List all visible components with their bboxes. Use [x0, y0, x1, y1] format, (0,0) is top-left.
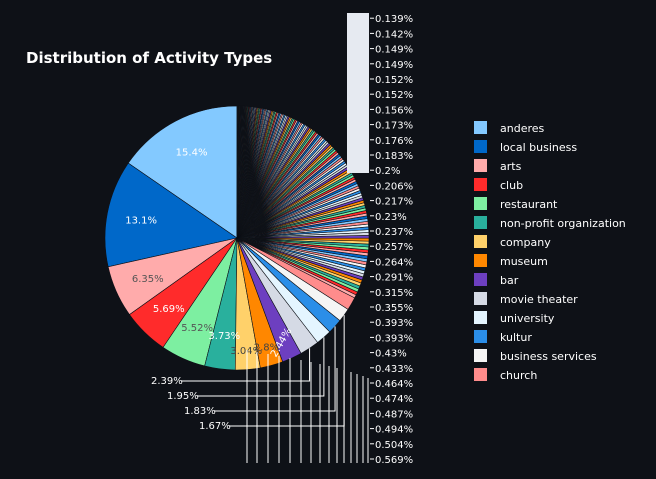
slice-label: 0.569%: [375, 455, 413, 466]
slice-label: 0.433%: [375, 364, 413, 375]
legend-item[interactable]: company: [474, 235, 551, 249]
legend-swatch: [474, 292, 487, 305]
legend-swatch: [474, 197, 487, 210]
slice-label: 0.23%: [375, 212, 407, 223]
slice-label: 0.474%: [375, 394, 413, 405]
legend-swatch: [474, 121, 487, 134]
slice-label: 0.257%: [375, 242, 413, 253]
legend-label: anderes: [500, 122, 545, 135]
slice-label: 0.139%: [375, 14, 413, 25]
slice-label: 0.149%: [375, 60, 413, 71]
legend-item[interactable]: kultur: [474, 330, 532, 344]
slice-label: 0.149%: [375, 45, 413, 56]
slice-label: 2.8%: [254, 342, 279, 353]
legend-swatch: [474, 368, 487, 381]
slice-label: 3.73%: [208, 331, 240, 342]
legend-swatch: [474, 235, 487, 248]
slice-label: 5.52%: [181, 323, 213, 334]
legend-label: company: [500, 236, 551, 249]
legend-swatch: [474, 159, 487, 172]
legend-label: restaurant: [500, 198, 558, 211]
legend-label: museum: [500, 255, 548, 268]
legend-swatch: [474, 178, 487, 191]
pie-slice[interactable]: [104, 162, 238, 268]
legend-swatch: [474, 140, 487, 153]
leader-line: [214, 326, 336, 412]
outside-labels: 2.39% 1.95% 1.83% 1.67% 0.569% 0.504% 0.494% 0.…: [151, 14, 413, 466]
legend-item[interactable]: university: [474, 311, 555, 325]
slice-label: 0.237%: [375, 227, 413, 238]
slice-label: 2.39%: [151, 376, 183, 387]
legend-swatch: [474, 273, 487, 286]
slice-label: 0.43%: [375, 349, 407, 360]
legend-swatch: [474, 254, 487, 267]
leader-lines: [181, 13, 374, 463]
slice-label: 13.1%: [125, 215, 157, 226]
slice-label: 0.393%: [375, 318, 413, 329]
legend-swatch: [474, 349, 487, 362]
legend-swatch: [474, 311, 487, 324]
leader-line: [197, 337, 325, 397]
slice-label: 6.35%: [132, 274, 164, 285]
slice-label: 0.393%: [375, 333, 413, 344]
slice-label: 5.69%: [153, 304, 185, 315]
slice-label: 0.173%: [375, 121, 413, 132]
legend-label: local business: [500, 141, 577, 154]
legend-item[interactable]: restaurant: [474, 197, 558, 211]
slice-label: 0.355%: [375, 303, 413, 314]
slice-label: 0.183%: [375, 151, 413, 162]
legend-item[interactable]: church: [474, 368, 537, 382]
pie-slice[interactable]: [127, 105, 238, 239]
slice-label: 0.217%: [375, 197, 413, 208]
legend-label: non-profit organization: [500, 217, 626, 230]
legend-swatch: [474, 330, 487, 343]
legend-label: business services: [500, 350, 597, 363]
slice-label: 0.152%: [375, 75, 413, 86]
slice-label: 15.4%: [176, 148, 208, 159]
slice-label: 0.487%: [375, 409, 413, 420]
slice-label: 3.04%: [230, 346, 262, 357]
slice-label: 0.264%: [375, 257, 413, 268]
legend-item[interactable]: museum: [474, 254, 548, 268]
legend-item[interactable]: non-profit organization: [474, 216, 626, 230]
legend-label: movie theater: [500, 293, 578, 306]
legend-item[interactable]: local business: [474, 140, 577, 154]
leader-line-bundle: [347, 13, 369, 173]
slice-label: 0.176%: [375, 136, 413, 147]
slice-label: 0.291%: [375, 273, 413, 284]
legend-label: university: [500, 312, 555, 325]
slice-label: 0.315%: [375, 288, 413, 299]
legend-item[interactable]: bar: [474, 273, 519, 287]
slice-label: 1.95%: [167, 391, 199, 402]
legend-label: club: [500, 179, 523, 192]
legend-label: bar: [500, 274, 519, 287]
slice-label: 0.156%: [375, 105, 413, 116]
legend-label: church: [500, 369, 537, 382]
slice-label: 0.152%: [375, 90, 413, 101]
slice-label: 0.504%: [375, 440, 413, 451]
legend-label: arts: [500, 160, 522, 173]
leader-line: [181, 348, 311, 382]
pie-slices: [104, 105, 370, 371]
slice-label: 1.67%: [199, 421, 231, 432]
legend-item[interactable]: arts: [474, 159, 522, 173]
slice-label: 0.464%: [375, 379, 413, 390]
legend-swatch: [474, 216, 487, 229]
legend-item[interactable]: movie theater: [474, 292, 578, 306]
slice-label: 0.494%: [375, 425, 413, 436]
legend-item[interactable]: business services: [474, 349, 597, 363]
slice-label: 0.2%: [375, 166, 400, 177]
slice-label: 0.142%: [375, 29, 413, 40]
slice-label: 1.83%: [184, 406, 216, 417]
legend-item[interactable]: anderes: [474, 121, 545, 135]
chart-title: Distribution of Activity Types: [26, 49, 272, 67]
legend-item[interactable]: club: [474, 178, 523, 192]
slice-label: 0.206%: [375, 181, 413, 192]
legend-label: kultur: [500, 331, 532, 344]
legend: anderes local business arts club restaurant n…: [474, 121, 626, 382]
